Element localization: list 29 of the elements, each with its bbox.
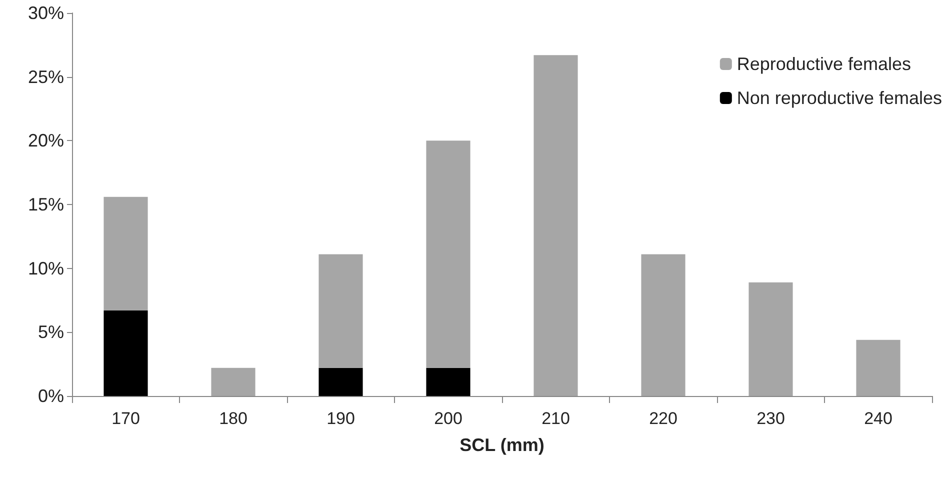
bar [641, 254, 686, 396]
x-tick-label: 190 [326, 409, 355, 428]
x-axis-title: SCL (mm) [460, 435, 544, 455]
bar [318, 254, 363, 368]
y-tick-label: 10% [28, 258, 64, 278]
x-tick-label: 200 [434, 409, 462, 428]
bar [318, 368, 363, 396]
x-tick-label: 210 [542, 409, 570, 428]
bar [534, 55, 578, 396]
bar [426, 140, 470, 368]
x-tick-label: 230 [756, 409, 785, 428]
bar [856, 340, 900, 396]
x-tick-label: 180 [219, 409, 248, 428]
y-tick-label: 30% [28, 3, 64, 23]
y-tick-label: 5% [38, 322, 64, 342]
bar [104, 310, 148, 396]
y-tick-label: 15% [28, 194, 64, 214]
bar [748, 282, 793, 396]
x-tick-label: 220 [649, 409, 678, 428]
y-tick-label: 0% [38, 386, 64, 406]
bar [211, 368, 256, 396]
y-tick-label: 20% [28, 130, 64, 151]
y-tick-label: 25% [28, 66, 64, 87]
bar [104, 196, 148, 310]
legend-label: Reproductive females [736, 54, 911, 74]
x-tick-label: 170 [112, 409, 140, 428]
x-tick-label: 240 [864, 409, 892, 428]
legend-label: Non reproductive females [736, 88, 942, 108]
bar [426, 368, 470, 396]
